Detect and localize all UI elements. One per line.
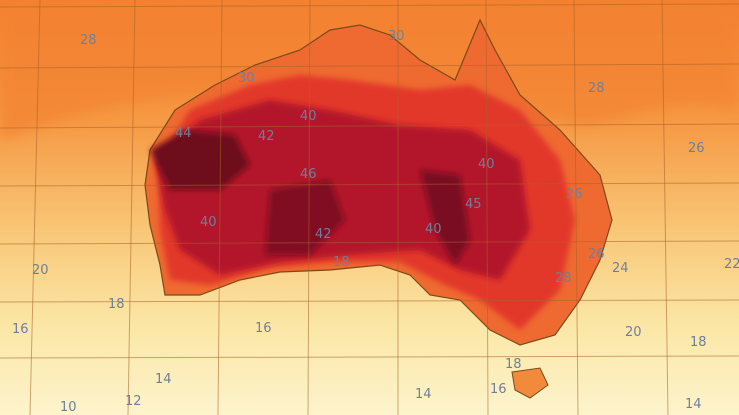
contour-label: 14 [155,372,172,387]
contour-label: 30 [238,71,255,86]
contour-label: 22 [724,257,739,272]
contour-label: 42 [315,227,332,242]
australia-landmass [144,18,613,399]
contour-label: 14 [685,397,702,412]
contour-label: 20 [32,263,49,278]
contour-label: 20 [625,325,642,340]
contour-label: 16 [12,322,29,337]
contour-label: 46 [300,167,317,182]
contour-label: 14 [415,387,432,402]
extreme-zone-central [265,180,345,255]
contour-label: 28 [80,33,97,48]
contour-label: 10 [60,400,77,415]
contour-label: 28 [588,81,605,96]
contour-label: 40 [300,109,317,124]
contour-label: 26 [588,247,605,262]
contour-label: 18 [690,335,707,350]
extreme-zone-east [420,170,470,265]
extreme-zone-west [150,130,250,190]
contour-label: 44 [175,126,192,141]
contour-label: 16 [255,321,272,336]
tasmania [511,367,549,399]
contour-label: 40 [200,215,217,230]
contour-label: 16 [490,382,507,397]
contour-label: 24 [612,261,629,276]
contour-label: 26 [566,187,583,202]
contour-label: 40 [425,222,442,237]
contour-label: 40 [478,157,495,172]
contour-label: 18 [333,255,350,270]
contour-label: 18 [108,297,125,312]
contour-label: 42 [258,129,275,144]
contour-label: 12 [125,394,142,409]
contour-label: 28 [555,271,572,286]
contour-label: 30 [388,29,405,44]
very-hot-zone [155,100,530,280]
contour-label: 26 [688,141,705,156]
contour-labels: 28 30 30 28 26 22 20 18 16 16 14 12 10 14 16 18 20 18 14 24… [12,29,739,415]
contour-label: 45 [465,197,482,212]
contour-label: 18 [505,357,522,372]
